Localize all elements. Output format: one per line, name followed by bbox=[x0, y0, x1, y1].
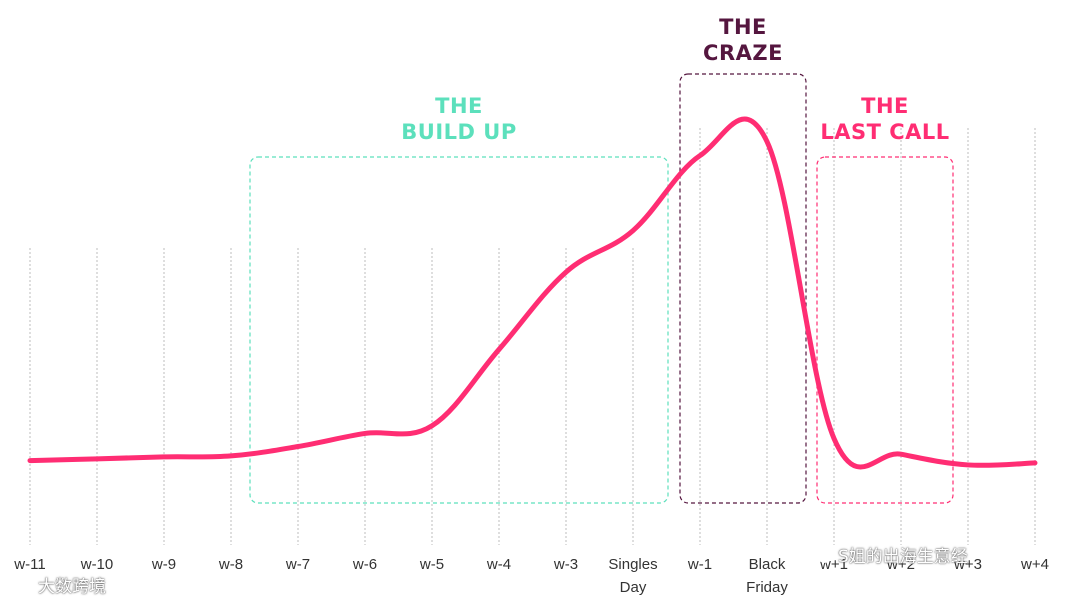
trend-line-group bbox=[27, 116, 1038, 470]
tick-label-1: w-10 bbox=[80, 556, 114, 573]
tick-label-10: w-1 bbox=[687, 556, 712, 573]
phase-title-1-line-0: THE bbox=[719, 15, 767, 39]
tick-label-11-line-1: Friday bbox=[746, 579, 788, 596]
watermark-right: S姐的出海生意经 bbox=[808, 542, 968, 567]
x-axis-tick-labels: w-11 w-10 w-9 w-8 w-7 w-6 w-5 w-4 w-3 Singles Day w… bbox=[13, 556, 1049, 596]
tick-label-3: w-8 bbox=[218, 556, 243, 573]
phase-title-2-line-0: THE bbox=[861, 94, 909, 118]
phase-box-2 bbox=[816, 156, 954, 504]
trend-line bbox=[27, 116, 1038, 470]
watermark-left: 大数跨境 bbox=[10, 572, 106, 597]
phase-title-0-line-0: THE bbox=[435, 94, 483, 118]
phase-title-1-line-1: CRAZE bbox=[703, 41, 783, 65]
tick-label-11-line-0: Black bbox=[749, 556, 786, 573]
tick-label-9-line-0: Singles bbox=[608, 556, 657, 573]
category-gridlines bbox=[29, 128, 1036, 545]
tick-label-0: w-11 bbox=[13, 556, 45, 573]
tick-label-7: w-4 bbox=[486, 556, 511, 573]
tick-label-15: w+4 bbox=[1020, 556, 1049, 573]
tick-label-8: w-3 bbox=[553, 556, 578, 573]
phase-box-1 bbox=[679, 73, 807, 504]
tick-label-5: w-6 bbox=[352, 556, 377, 573]
tick-label-13: w+2 bbox=[886, 556, 915, 573]
chat-bubble-icon bbox=[808, 546, 832, 563]
tick-label-12: w+1 bbox=[819, 556, 848, 573]
phase-title-0-line-1: BUILD UP bbox=[401, 120, 516, 144]
tick-label-4: w-7 bbox=[285, 556, 310, 573]
brand-logo-icon bbox=[10, 576, 33, 591]
tick-label-6: w-5 bbox=[419, 556, 444, 573]
phase-title-2-line-1: LAST CALL bbox=[820, 120, 949, 144]
tick-label-9-line-1: Day bbox=[620, 579, 647, 596]
watermark-left-text: 大数跨境 bbox=[38, 577, 106, 597]
tick-label-14: w+3 bbox=[953, 556, 982, 573]
phase-box-0 bbox=[249, 156, 669, 504]
tick-label-2: w-9 bbox=[151, 556, 176, 573]
watermark-right-text: S姐的出海生意经 bbox=[838, 547, 968, 567]
